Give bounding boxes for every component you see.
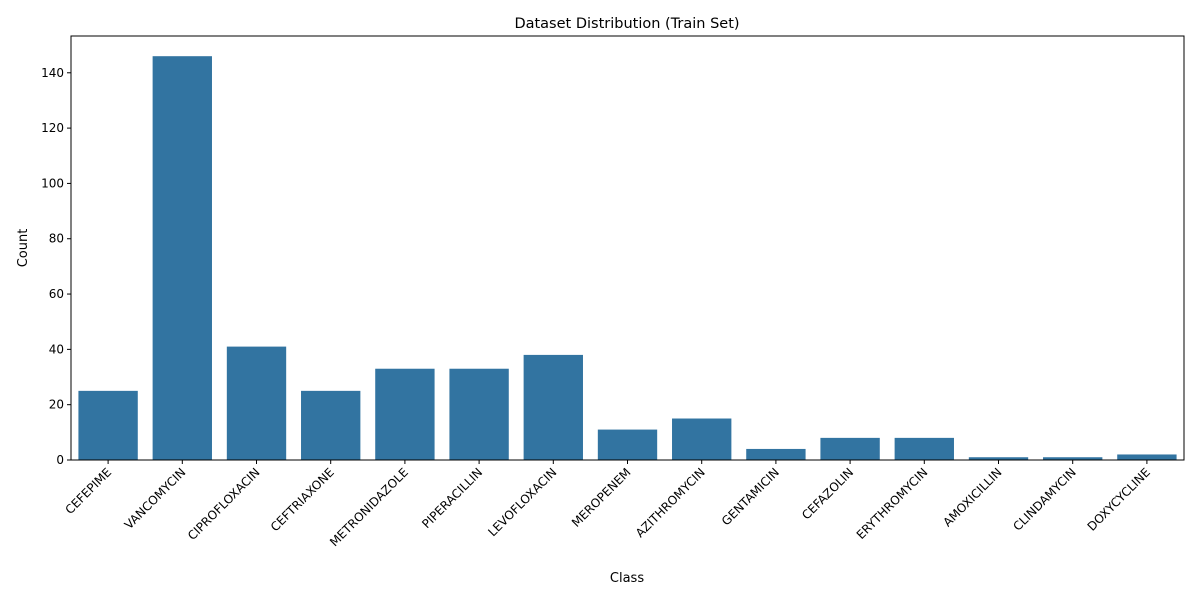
- y-axis: 0 20 40 60 80 100 120 140: [41, 66, 71, 467]
- bar-clindamycin: [1043, 457, 1103, 460]
- x-tick-label: CLINDAMYCIN: [1010, 465, 1078, 533]
- x-tick-label: MEROPENEM: [569, 465, 634, 530]
- bar-doxycycline: [1117, 454, 1177, 460]
- bars-group: [78, 56, 1177, 460]
- bar-vancomycin: [152, 56, 212, 460]
- bar-ciprofloxacin: [226, 346, 287, 460]
- bar-cefepime: [78, 390, 138, 460]
- bar-ceftriaxone: [301, 390, 361, 460]
- y-tick-label: 40: [49, 342, 64, 356]
- y-tick-label: 0: [56, 453, 64, 467]
- y-tick-label: 120: [41, 121, 64, 135]
- x-tick-label: CIPROFLOXACIN: [185, 465, 263, 543]
- x-axis-label: Class: [610, 571, 644, 586]
- bar-cefazolin: [820, 437, 880, 460]
- bar-gentamicin: [746, 448, 806, 460]
- bar-metronidazole: [375, 368, 435, 460]
- x-tick-label: CEFEPIME: [62, 465, 114, 517]
- y-tick-label: 100: [41, 176, 64, 190]
- x-tick-label: CEFTRIAXONE: [268, 465, 337, 534]
- bar-meropenem: [597, 429, 658, 460]
- bar-azithromycin: [672, 418, 732, 460]
- x-tick-label: GENTAMICIN: [719, 465, 782, 528]
- bar-levofloxacin: [523, 354, 583, 460]
- bar-erythromycin: [894, 437, 954, 460]
- x-tick-label: AZITHROMYCIN: [633, 465, 708, 540]
- y-axis-label: Count: [16, 229, 31, 268]
- x-tick-label: PIPERACILLIN: [419, 465, 485, 531]
- y-tick-label: 80: [49, 232, 64, 246]
- y-tick-label: 60: [49, 287, 64, 301]
- x-tick-label: DOXYCYCLINE: [1085, 465, 1153, 533]
- x-tick-label: METRONIDAZOLE: [327, 465, 411, 549]
- y-tick-label: 140: [41, 66, 64, 80]
- y-tick-label: 20: [49, 398, 64, 412]
- x-tick-label: ERYTHROMYCIN: [854, 465, 931, 542]
- x-tick-label: AMOXICILLIN: [940, 465, 1004, 529]
- x-tick-label: VANCOMYCIN: [122, 465, 189, 532]
- bar-piperacillin: [449, 368, 509, 460]
- x-tick-label: LEVOFLOXACIN: [485, 465, 559, 539]
- plot-frame: [70, 35, 1185, 461]
- chart-title: Dataset Distribution (Train Set): [514, 16, 739, 32]
- bar-amoxicillin: [968, 457, 1029, 460]
- x-tick-label: CEFAZOLIN: [799, 465, 856, 522]
